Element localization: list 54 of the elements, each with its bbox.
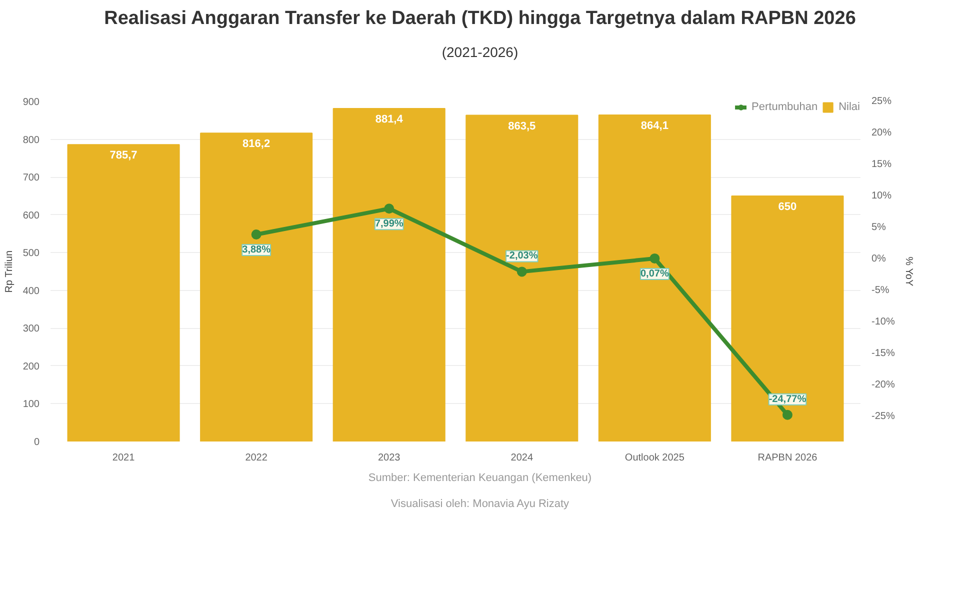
point <box>384 204 394 214</box>
x-tick-label: 2023 <box>378 452 401 464</box>
bar <box>731 196 844 442</box>
bar <box>67 144 180 442</box>
chart-subtitle: (2021-2026) <box>442 43 518 62</box>
bar <box>466 114 578 442</box>
y2-tick-label: 5% <box>872 222 886 234</box>
y-tick-label: 600 <box>22 210 40 222</box>
point <box>516 266 527 277</box>
point <box>650 254 660 264</box>
y-axis-title: Rp Triliun <box>4 250 15 293</box>
y-tick-label: 900 <box>22 97 40 108</box>
x-tick-label: 2022 <box>245 452 268 464</box>
text: Visualisasi oleh: Monavia Ayu Rizaty <box>390 496 570 512</box>
y-tick-label: 500 <box>22 248 40 260</box>
data-label: 816,2 <box>242 138 270 150</box>
y2-tick-label: 10% <box>872 190 892 202</box>
point <box>782 410 792 420</box>
y2-tick-label: -20% <box>872 379 895 390</box>
y-tick-label: 200 <box>22 362 40 373</box>
data-label: 881,4 <box>375 114 404 126</box>
legend-label: Pertumbuhan <box>752 101 818 114</box>
y-tick-label: 0 <box>34 437 40 448</box>
y2-tick-label: -10% <box>872 316 895 328</box>
y-tick-label: 700 <box>22 172 40 184</box>
data-label: -24,77% <box>768 394 806 406</box>
y2-tick-label: 20% <box>872 128 892 139</box>
y2-tick-label: 25% <box>872 96 892 108</box>
bar <box>598 114 711 442</box>
x-tick-label: Outlook 2025 <box>624 452 685 464</box>
y-tick-label: 100 <box>22 399 40 410</box>
x-tick-label: 2024 <box>510 452 534 464</box>
y2-tick-label: -5% <box>872 285 890 296</box>
text: Sumber: Kementerian Keuangan (Kemenkeu) <box>368 471 592 486</box>
y2-tick-label: 0% <box>872 254 886 265</box>
data-label: 7,99% <box>374 218 404 230</box>
bar <box>200 132 313 442</box>
data-label: 650 <box>778 201 797 214</box>
data-label: 863,5 <box>508 120 536 132</box>
y2-axis-title: % YoY <box>902 256 914 287</box>
x-tick-label: 2021 <box>112 452 136 464</box>
y-tick-label: 800 <box>22 134 40 146</box>
data-label: 785,7 <box>110 150 138 162</box>
y2-tick-label: -25% <box>872 410 895 422</box>
y-tick-label: 300 <box>22 324 40 335</box>
point <box>251 230 262 240</box>
y-tick-label: 400 <box>22 286 40 298</box>
y2-tick-label: -15% <box>872 348 895 359</box>
y2-tick-label: 15% <box>872 159 892 170</box>
chart-title: Realisasi Anggaran Transfer ke Daerah (TKD) hingga Targetnya dalam RAPBN 2026 <box>104 7 856 31</box>
bar <box>332 108 446 442</box>
data-label: 864,1 <box>640 120 668 132</box>
legend-label: Nilai <box>838 101 860 114</box>
x-tick-label: RAPBN 2026 <box>758 452 818 464</box>
